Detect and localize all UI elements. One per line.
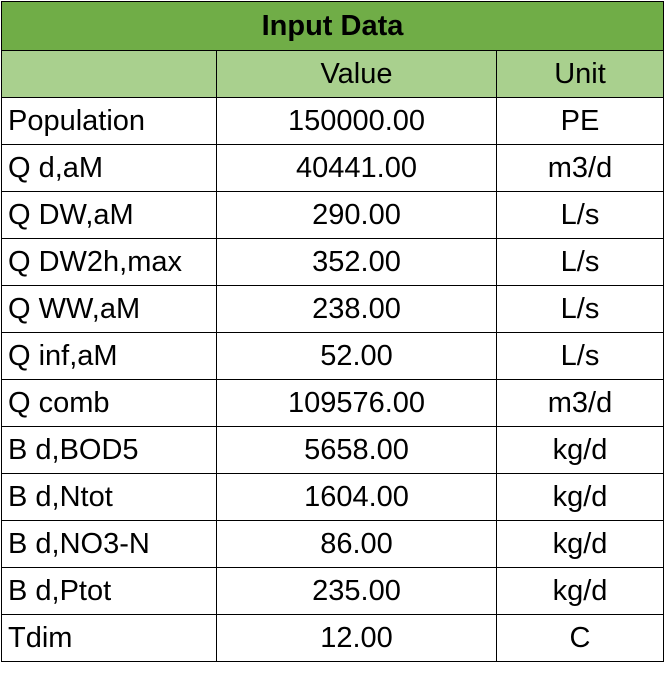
row-unit: L/s: [496, 238, 664, 286]
row-label: Q d,aM: [1, 144, 217, 192]
row-unit: kg/d: [496, 426, 664, 474]
row-value: 290.00: [216, 191, 497, 239]
row-unit: kg/d: [496, 567, 664, 615]
header-parameter: [1, 50, 217, 98]
row-value: 238.00: [216, 285, 497, 333]
row-label: Q comb: [1, 379, 217, 427]
row-unit: m3/d: [496, 379, 664, 427]
row-label: Population: [1, 97, 217, 145]
row-label: B d,Ptot: [1, 567, 217, 615]
table-row: B d,BOD5 5658.00 kg/d: [1, 426, 664, 474]
row-unit: L/s: [496, 191, 664, 239]
row-label: B d,BOD5: [1, 426, 217, 474]
row-label: Q DW2h,max: [1, 238, 217, 286]
row-value: 352.00: [216, 238, 497, 286]
row-value: 235.00: [216, 567, 497, 615]
row-unit: PE: [496, 97, 664, 145]
table-row: Tdim 12.00 C: [1, 614, 664, 662]
header-row: Value Unit: [1, 50, 664, 98]
row-unit: m3/d: [496, 144, 664, 192]
row-value: 40441.00: [216, 144, 497, 192]
table-row: B d,Ptot 235.00 kg/d: [1, 567, 664, 615]
table-row: Q DW2h,max 352.00 L/s: [1, 238, 664, 286]
row-value: 150000.00: [216, 97, 497, 145]
row-label: Q WW,aM: [1, 285, 217, 333]
title-row: Input Data: [1, 1, 664, 51]
table-title: Input Data: [1, 1, 664, 51]
row-label: Q inf,aM: [1, 332, 217, 380]
row-value: 86.00: [216, 520, 497, 568]
table-row: Q DW,aM 290.00 L/s: [1, 191, 664, 239]
table-row: B d,Ntot 1604.00 kg/d: [1, 473, 664, 521]
row-label: B d,Ntot: [1, 473, 217, 521]
row-label: Tdim: [1, 614, 217, 662]
row-unit: kg/d: [496, 520, 664, 568]
table-row: Q d,aM 40441.00 m3/d: [1, 144, 664, 192]
row-unit: L/s: [496, 332, 664, 380]
input-data-table: Input Data Value Unit Population 150000.…: [1, 1, 664, 662]
table-row: Population 150000.00 PE: [1, 97, 664, 145]
table-row: B d,NO3-N 86.00 kg/d: [1, 520, 664, 568]
table-row: Q comb 109576.00 m3/d: [1, 379, 664, 427]
table-row: Q WW,aM 238.00 L/s: [1, 285, 664, 333]
row-unit: L/s: [496, 285, 664, 333]
header-unit: Unit: [496, 50, 664, 98]
row-value: 5658.00: [216, 426, 497, 474]
row-value: 109576.00: [216, 379, 497, 427]
table-row: Q inf,aM 52.00 L/s: [1, 332, 664, 380]
row-label: Q DW,aM: [1, 191, 217, 239]
header-value: Value: [216, 50, 497, 98]
row-value: 1604.00: [216, 473, 497, 521]
row-label: B d,NO3-N: [1, 520, 217, 568]
row-value: 12.00: [216, 614, 497, 662]
row-value: 52.00: [216, 332, 497, 380]
row-unit: kg/d: [496, 473, 664, 521]
row-unit: C: [496, 614, 664, 662]
